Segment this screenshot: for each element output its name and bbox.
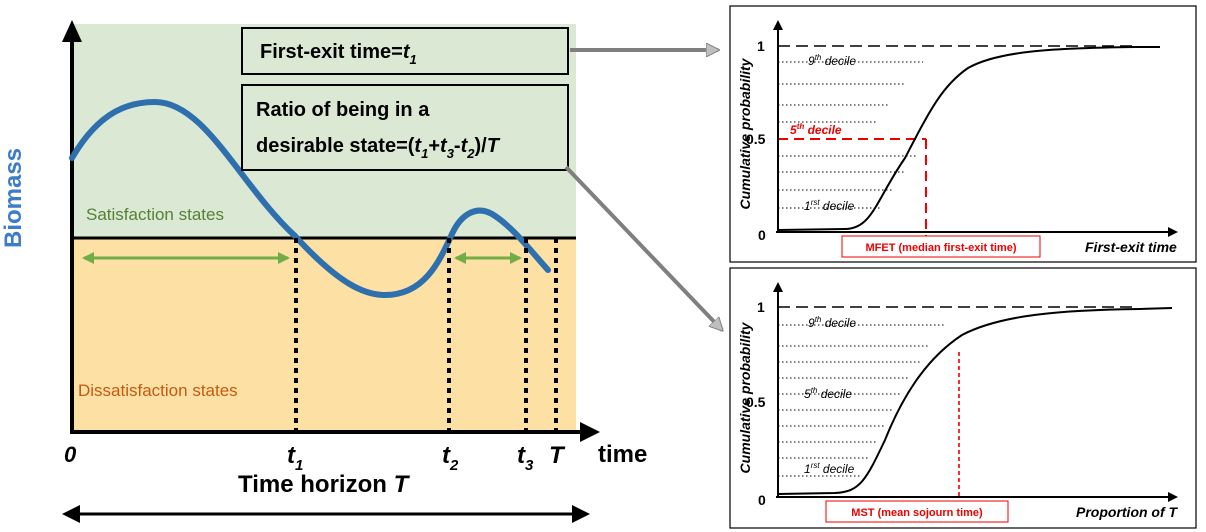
origin-label: 0 <box>64 442 77 467</box>
T-label: T <box>549 442 566 469</box>
first-exit-time-box <box>241 27 569 75</box>
top-decile-lines <box>778 61 923 209</box>
bottom-tick-05: 0.5 <box>746 394 766 410</box>
x-axis-label: time <box>598 441 647 468</box>
bottom-decile-5: 5th decile <box>804 386 852 401</box>
top-chart-frame <box>729 5 1197 263</box>
t3-label: t3 <box>517 442 534 474</box>
top-decile-5: 5th decile <box>790 122 842 137</box>
top-x-label: First-exit time <box>1085 239 1177 255</box>
top-marker-box <box>841 235 1041 258</box>
bottom-marker-box <box>825 500 1009 523</box>
biomass-curve <box>69 98 551 299</box>
bottom-decile-9: 9th decile <box>808 315 856 330</box>
top-tick-05: 0.5 <box>746 131 766 147</box>
bottom-marker-label: MST (mean sojourn time) <box>851 507 983 519</box>
top-decile-1: 1rst decile <box>804 198 855 213</box>
bottom-y-label: Cumulative probability <box>737 321 753 473</box>
satisfaction-label: Satisfaction states <box>86 205 224 224</box>
t1-label: t1 <box>287 442 303 474</box>
top-y-label: Cumulative probability <box>737 57 753 209</box>
ratio-line-1: Ratio of being in a <box>256 99 430 121</box>
time-horizon-arrowhead-right <box>572 505 590 523</box>
connector-arrow-bottom <box>564 165 722 330</box>
y-axis-arrowhead <box>62 20 82 42</box>
t2-label: t2 <box>442 442 459 474</box>
ratio-line-2: desirable state=(t1+t3-t2)/T <box>256 135 501 161</box>
bottom-decile-1: 1rst decile <box>804 461 855 476</box>
bottom-tick-0: 0 <box>758 492 766 508</box>
ratio-box <box>241 84 569 171</box>
bottom-cdf-curve <box>777 307 1173 495</box>
y-axis-label: Biomass <box>0 148 27 248</box>
top-cdf-curve <box>777 46 1160 231</box>
bottom-chart-frame <box>729 267 1197 529</box>
first-exit-time-text: First-exit time=t1 <box>260 41 417 67</box>
top-marker-label: MFET (median first-exit time) <box>866 242 1017 254</box>
time-horizon-arrowhead-left <box>62 505 80 523</box>
dissatisfaction-label: Dissatisfaction states <box>78 381 238 400</box>
bottom-tick-1: 1 <box>757 299 765 315</box>
top-decile-9: 9th decile <box>808 53 856 68</box>
top-tick-0: 0 <box>758 227 766 243</box>
x-axis-arrowhead <box>580 422 600 442</box>
bottom-x-label: Proportion of T <box>1076 504 1179 520</box>
dissatisfaction-region <box>72 239 576 431</box>
bottom-decile-lines <box>778 324 945 477</box>
top-tick-1: 1 <box>757 38 765 54</box>
time-horizon-label: Time horizon T <box>238 471 411 498</box>
